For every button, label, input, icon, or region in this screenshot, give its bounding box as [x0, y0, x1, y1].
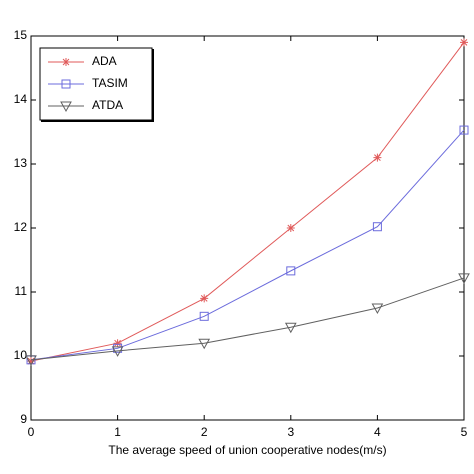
- x-tick-label: 5: [461, 425, 468, 439]
- marker: [61, 79, 71, 89]
- marker: [113, 339, 122, 348]
- y-tick-label: 10: [14, 348, 28, 362]
- x-tick-label: 4: [374, 425, 381, 439]
- marker: [198, 338, 211, 350]
- marker: [284, 322, 297, 334]
- x-tick-label: 2: [201, 425, 208, 439]
- marker: [286, 266, 296, 276]
- series-line: [30, 277, 465, 361]
- marker: [25, 355, 37, 366]
- y-tick-label: 14: [14, 92, 28, 106]
- marker: [372, 222, 382, 232]
- marker: [459, 125, 469, 135]
- y-tick-label: 13: [14, 156, 28, 170]
- legend-shadow: [41, 49, 154, 122]
- marker: [286, 224, 295, 232]
- x-tick-label: 3: [287, 425, 294, 439]
- marker: [200, 294, 209, 303]
- y-tick-label: 15: [14, 28, 28, 42]
- legend-label: ATDA: [92, 98, 123, 112]
- x-tick-label: 0: [28, 425, 35, 439]
- marker: [199, 311, 209, 321]
- marker: [27, 357, 35, 366]
- marker: [60, 101, 72, 113]
- legend-label: ADA: [92, 54, 117, 68]
- series-line: [30, 129, 465, 361]
- marker: [111, 346, 124, 357]
- x-axis-label: The average speed of union cooperative n…: [108, 443, 386, 457]
- marker: [373, 153, 382, 162]
- legend-label: TASIM: [92, 76, 128, 90]
- y-tick-label: 9: [20, 412, 27, 426]
- y-tick-label: 12: [14, 220, 28, 234]
- marker: [62, 58, 70, 66]
- marker: [371, 303, 384, 315]
- marker: [458, 273, 470, 284]
- x-tick-label: 1: [114, 425, 121, 439]
- marker: [460, 38, 468, 47]
- y-tick-label: 11: [15, 284, 28, 298]
- series-line: [30, 42, 465, 362]
